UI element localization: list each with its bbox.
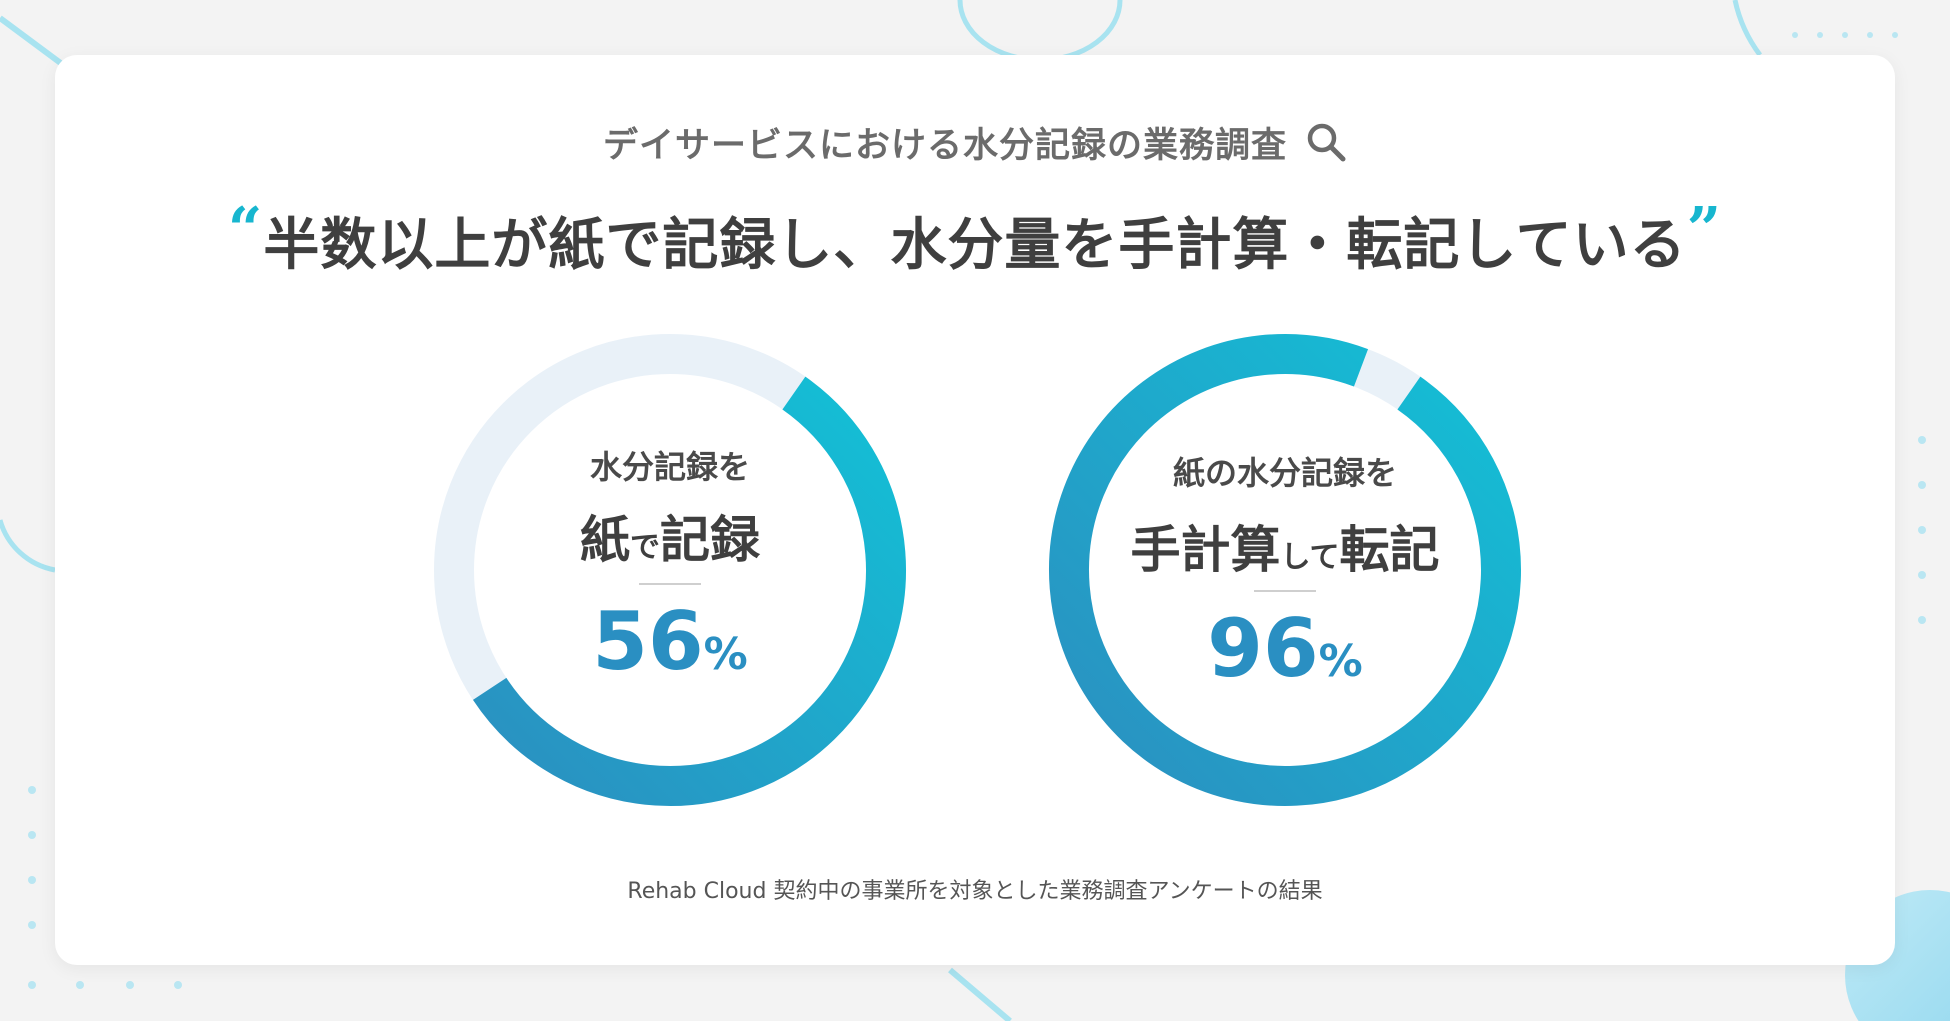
survey-card: デイサービスにおける水分記録の業務調査 “半数以上が紙で記録し、水分量を手計算・…: [55, 55, 1895, 965]
donut-chart-manual-calc: 紙の水分記録を 手計算して転記 96%: [1045, 330, 1525, 810]
percent-value: 56: [592, 595, 704, 688]
donut-label-top: 水分記録を: [589, 448, 750, 486]
donut-label-main-small: して: [1280, 540, 1340, 575]
percent-value: 96: [1207, 602, 1319, 695]
donut-arc: [472, 376, 906, 806]
subtitle-text: デイサービスにおける水分記録の業務調査: [602, 126, 1287, 166]
donut-label-main: 手計算して転記: [1045, 510, 1525, 582]
donut-label-main-1: 手計算: [1130, 521, 1281, 579]
percent-unit: %: [1318, 636, 1363, 687]
donut-divider: [1254, 590, 1316, 592]
close-quote: ”: [1686, 195, 1723, 265]
donut-label-main-2: 転記: [1339, 521, 1440, 579]
donut-arc: [1049, 334, 1521, 806]
headline: “半数以上が紙で記録し、水分量を手計算・転記している”: [55, 195, 1895, 281]
donut-label-main: 紙で記録: [430, 500, 910, 572]
headline-text: 半数以上が紙で記録し、水分量を手計算・転記している: [263, 213, 1687, 278]
percent-unit: %: [703, 629, 748, 680]
donut-label-main-2: 記録: [660, 511, 760, 569]
footnote: Rehab Cloud 契約中の事業所を対象とした業務調査アンケートの結果: [627, 879, 1323, 904]
donut-divider: [639, 583, 701, 585]
search-icon: [1305, 121, 1347, 163]
donut-label-main-1: 紙: [580, 511, 630, 569]
donut-percent: 56%: [430, 595, 910, 688]
donut-chart-paper-record: 水分記録を 紙で記録 56%: [430, 330, 910, 810]
donut-percent: 96%: [1045, 602, 1525, 695]
donut-label-top: 紙の水分記録を: [1172, 454, 1397, 492]
donut-label-main-small: で: [630, 530, 660, 565]
survey-subtitle: デイサービスにおける水分記録の業務調査: [55, 117, 1895, 168]
open-quote: “: [227, 195, 264, 265]
